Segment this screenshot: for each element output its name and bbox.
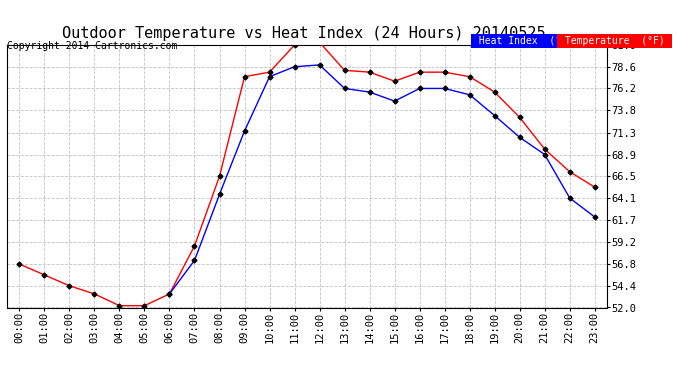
Text: Outdoor Temperature vs Heat Index (24 Hours) 20140525: Outdoor Temperature vs Heat Index (24 Ho… <box>62 26 545 41</box>
Text: Temperature  (°F): Temperature (°F) <box>559 36 671 46</box>
Text: Heat Index  (°F): Heat Index (°F) <box>473 36 578 46</box>
Text: Copyright 2014 Cartronics.com: Copyright 2014 Cartronics.com <box>7 41 177 51</box>
